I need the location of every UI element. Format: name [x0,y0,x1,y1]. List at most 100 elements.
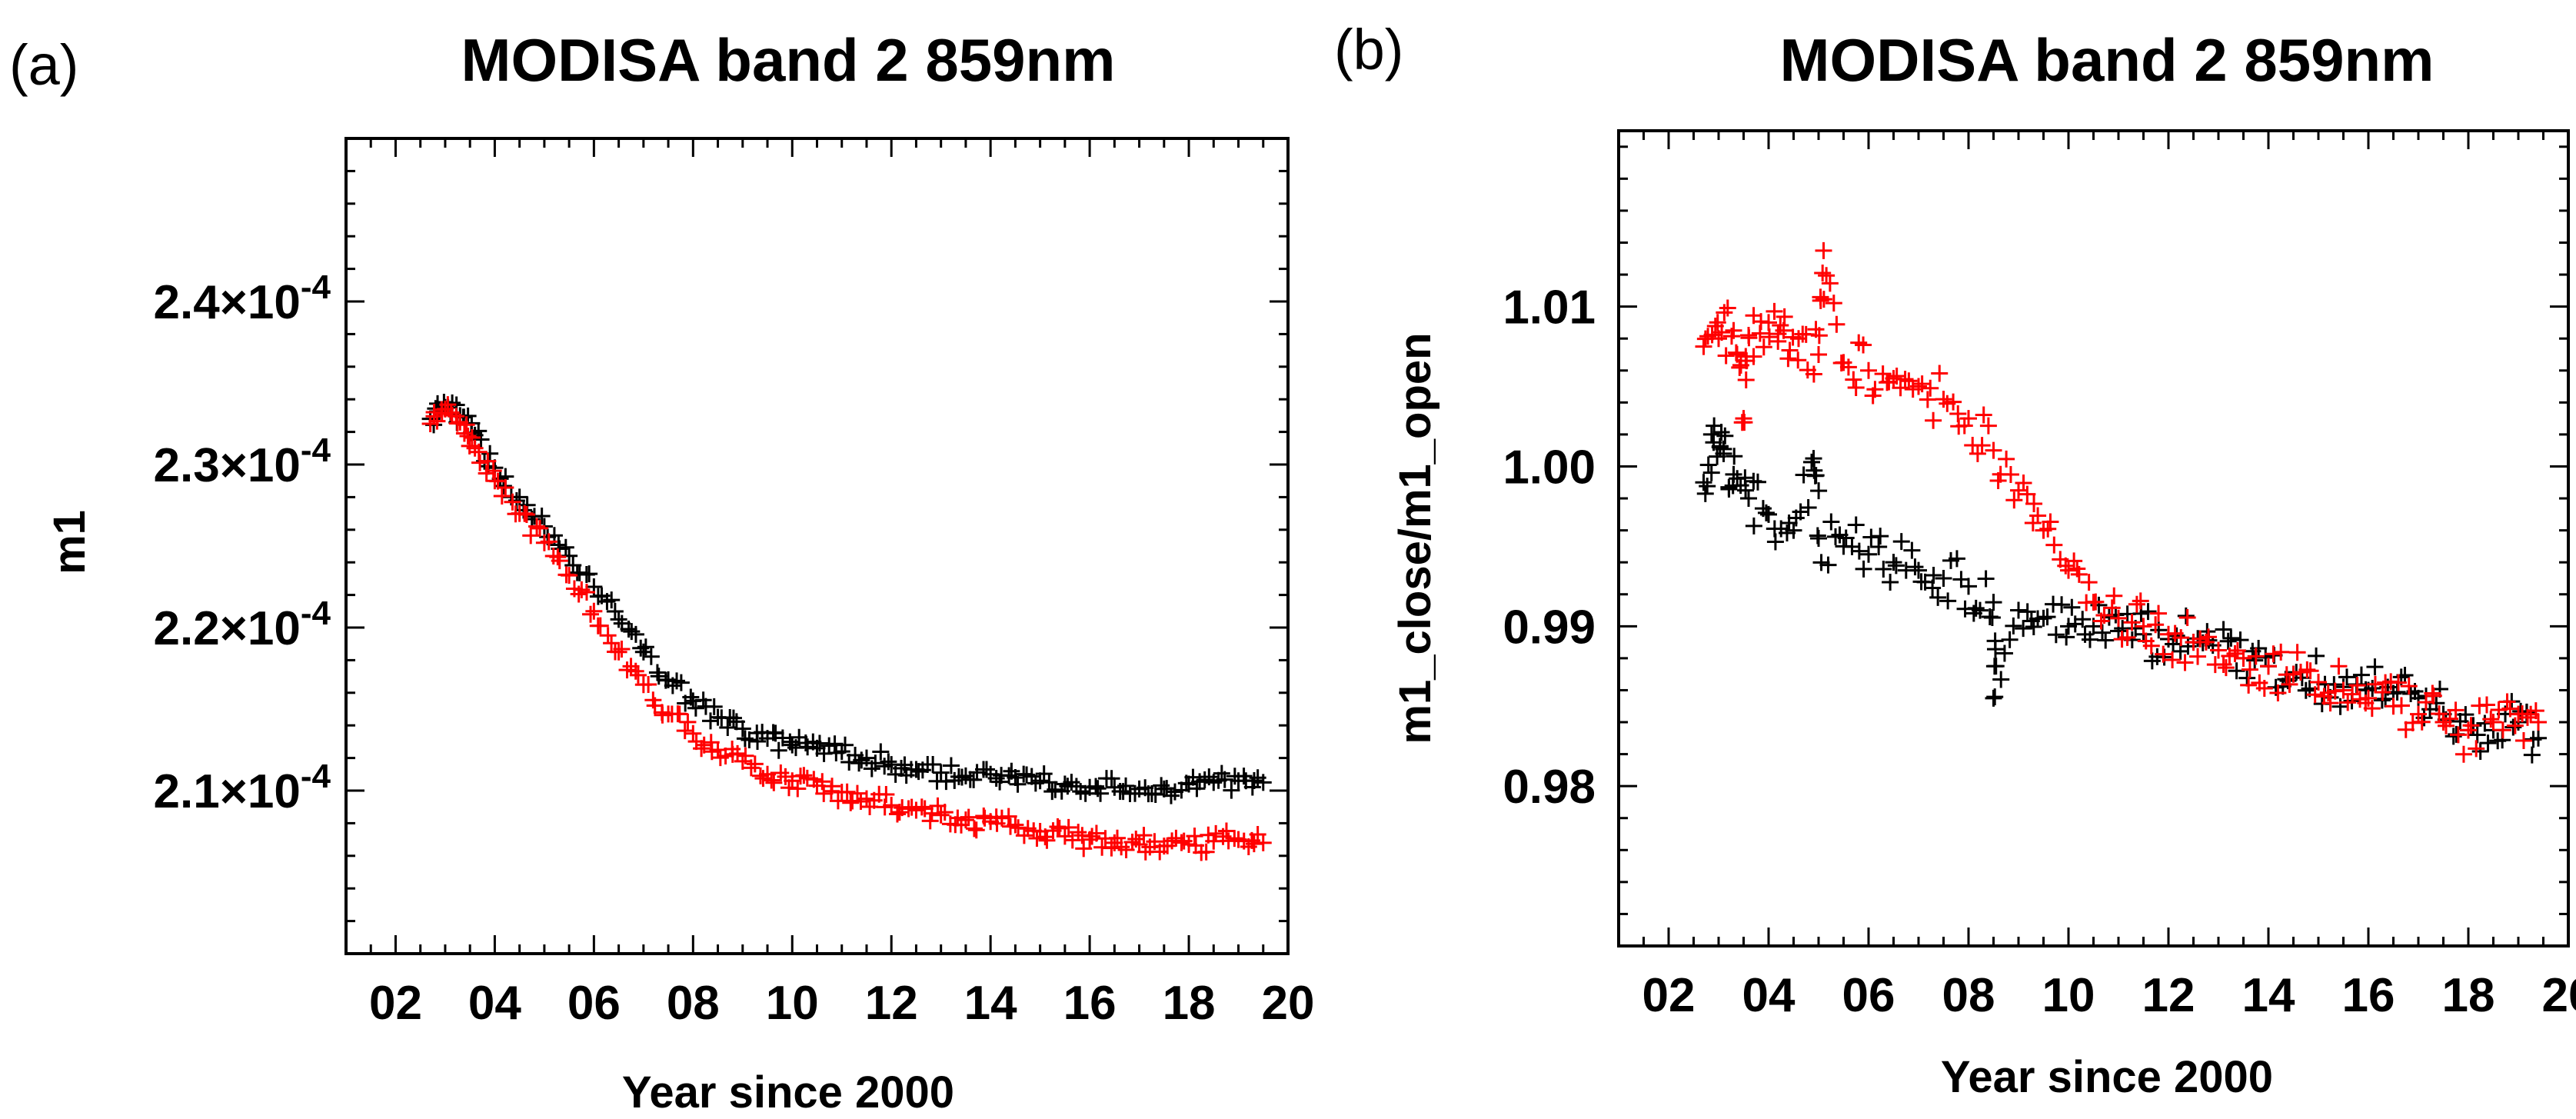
data-point-interp [2494,721,2511,739]
data-point-interp [1925,411,1942,429]
data-point [1960,410,1977,428]
data-point-interp [623,623,641,641]
data-point-interp [1249,769,1266,787]
data-point-interp [1015,827,1033,844]
x-tick-label: 12 [2142,969,2195,1022]
data-point-interp [1703,326,1721,344]
data-point-interp [1002,818,1019,835]
data-point-interp [1792,503,1809,521]
data-point-interp [540,533,557,551]
data-point-interp [1766,533,1784,551]
data-point [610,611,627,628]
data-point-interp [2219,632,2237,650]
data-point-interp [872,743,890,761]
data-point-interp [1709,314,1726,331]
data-point-interp [1812,288,1829,306]
data-point [2010,601,2027,619]
data-point-interp [1769,325,1787,343]
data-point-interp [1103,770,1120,788]
data-point [1935,391,1952,408]
data-point-interp [1952,571,1970,588]
data-point-interp [1092,784,1110,802]
data-point-interp [2065,552,2083,570]
data-point-interp [1188,780,1206,798]
data-point-interp [2250,640,2268,658]
data-point-interp [824,778,841,795]
data-point-interp [1897,561,1915,579]
data-point-interp [1755,338,1772,356]
data-point-interp [2241,661,2258,678]
data-point-interp [2457,706,2474,724]
data-point [1815,241,1832,259]
data-point-interp [1207,824,1225,842]
data-point-interp [1983,608,2001,626]
data-point-interp [2058,628,2075,646]
data-point-interp [2080,574,2098,591]
data-point-interp [1882,573,1899,591]
data-point [2035,521,2052,539]
data-point-interp [967,821,985,839]
data-point-interp [439,396,457,414]
data-point-interp [672,674,690,691]
data-point-interp [598,593,616,611]
data-point-interp [1772,317,1789,335]
data-point [784,736,801,754]
x-tick-label: 02 [369,977,422,1030]
data-point-interp [2506,717,2524,734]
data-point-interp [1847,378,1865,396]
data-point-interp [671,705,688,723]
data-point-interp [2087,593,2105,611]
data-point [1985,594,2002,611]
data-point-interp [2392,697,2410,714]
data-point-interp [2514,731,2532,749]
data-point [2210,641,2227,659]
data-point-interp [1789,351,1807,369]
data-point-interp [2471,742,2489,760]
data-point [2260,658,2277,675]
data-point-interp [1717,347,1735,365]
data-point [2484,714,2502,731]
data-point-interp [1726,448,1743,465]
data-point-interp [2005,617,2022,634]
data-point-interp [1784,328,1802,346]
data-point-interp [2288,644,2306,661]
data-point-interp [2005,491,2023,509]
data-point-interp [1904,381,1922,398]
data-point-interp [1919,391,1936,408]
data-point [1695,474,1712,491]
panel-a-label: (a) [9,33,78,97]
data-point-interp [954,768,970,786]
data-point-interp [2374,684,2391,701]
data-point-interp [1805,365,1822,383]
data-point-interp [679,713,697,731]
data-point [1031,772,1049,790]
data-point-interp [504,493,521,511]
data-point-interp [2366,675,2384,693]
data-point-interp [1070,824,1087,841]
panel-a-x-axis-title: Year since 2000 [622,1067,954,1117]
data-point-interp [1077,784,1094,802]
data-point-interp [1162,787,1180,804]
data-point-interp [2019,603,2036,621]
data-point-interp [876,798,894,816]
data-point-interp [2189,648,2207,665]
data-point-interp [1892,533,1910,551]
data-point-interp [727,713,745,731]
data-point-interp [1025,822,1043,840]
data-point-interp [2232,631,2249,649]
data-point-interp [2455,745,2472,763]
data-point [932,764,950,781]
data-point-interp [2449,726,2467,744]
y-tick-label: 2.2×10-4 [154,594,331,655]
data-point-interp [2103,599,2121,617]
data-point-interp [765,774,783,791]
data-point-interp [2047,626,2065,644]
data-point-interp [703,743,721,761]
data-point-interp [1847,516,1865,534]
data-point-interp [1711,438,1729,455]
data-point-interp [1896,371,1914,388]
panel-a-plot: 02 04 06 08 10 12 14 16 18 20 2.1×10-4 2.2×10-4 2.3×… [154,137,1314,1030]
data-point-interp [2015,474,2032,491]
data-point-interp [924,756,942,774]
data-point-interp [2118,628,2136,646]
